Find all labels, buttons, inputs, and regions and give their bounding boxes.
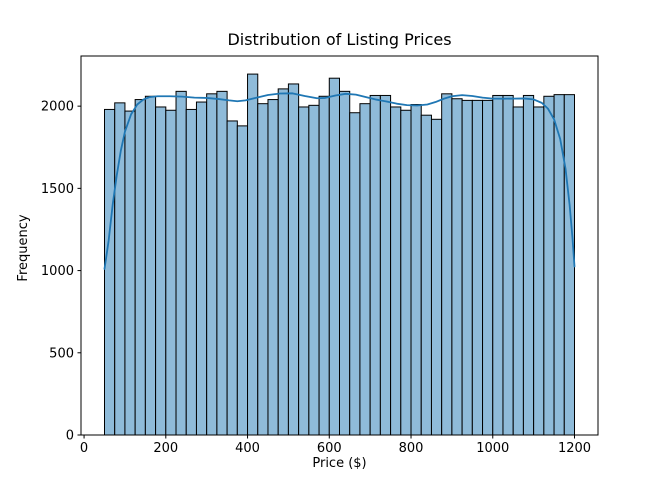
histogram-bar: [502, 94, 514, 436]
tick-labels: 0 200 400 600 800 1000 1200 0 500 1000 1500 2000: [41, 100, 591, 456]
histogram-bar: [533, 106, 545, 436]
histogram-bar: [144, 95, 157, 436]
x-tick-label: 600: [317, 441, 342, 456]
axes-layer: [77, 55, 599, 439]
histogram-bar: [318, 95, 330, 436]
histogram-bar: [134, 99, 146, 436]
histogram-bar: [379, 94, 392, 436]
histogram-bar: [492, 94, 504, 436]
histogram-bar: [400, 109, 412, 436]
histogram-bar: [410, 104, 422, 436]
histogram-bar: [206, 93, 218, 436]
histogram-bar: [451, 98, 463, 436]
histogram-bar: [277, 88, 289, 436]
histogram-bar: [175, 90, 187, 436]
x-tick-label: 0: [80, 441, 88, 456]
histogram-bar: [553, 94, 565, 436]
histogram-bar: [482, 99, 494, 436]
x-tick-label: 200: [153, 441, 178, 456]
histogram-bar: [512, 106, 524, 436]
histogram-bars: [104, 73, 576, 436]
y-tick-label: 500: [49, 346, 74, 361]
histogram-bar: [390, 106, 402, 436]
histogram-bar: [522, 94, 535, 436]
histogram-bar: [185, 108, 197, 436]
y-tick-label: 1000: [41, 264, 74, 279]
kde-line-layer: [103, 92, 576, 270]
histogram-bar: [369, 94, 381, 436]
histogram-bar: [563, 94, 576, 436]
y-tick-label: 0: [66, 429, 74, 444]
histogram-bar: [430, 118, 443, 436]
axes-spines: [80, 55, 599, 436]
histogram-bar: [339, 90, 351, 436]
histogram-bar: [165, 109, 177, 436]
histogram-bar: [124, 110, 136, 436]
histogram-bar: [543, 95, 555, 436]
x-tick-label: 1000: [476, 441, 509, 456]
x-tick-label: 400: [235, 441, 260, 456]
histogram-bar: [247, 73, 259, 436]
histogram-bar: [287, 83, 300, 436]
histogram-bar: [420, 114, 432, 436]
histogram-bar: [195, 101, 208, 436]
histogram-bar: [226, 120, 238, 436]
histogram-bar: [257, 103, 269, 436]
chart-title: Distribution of Listing Prices: [227, 30, 451, 49]
histogram-bar: [328, 77, 340, 436]
x-tick-label: 800: [399, 441, 424, 456]
y-axis-label: Frequency: [16, 214, 31, 281]
y-tick-label: 1500: [41, 182, 74, 197]
histogram-bar: [216, 90, 228, 436]
histogram-bar: [349, 112, 361, 436]
y-tick-label: 2000: [41, 100, 74, 115]
histogram-bar: [236, 125, 249, 436]
kde-line: [103, 92, 576, 270]
histogram-bar: [461, 99, 473, 436]
histogram-bar: [471, 99, 484, 436]
histogram-bar: [267, 99, 279, 436]
x-tick-label: 1200: [558, 441, 591, 456]
x-axis-label: Price ($): [312, 456, 366, 471]
histogram-bar: [359, 103, 371, 436]
histogram-bar: [441, 93, 453, 436]
histogram-bar: [298, 106, 310, 436]
histogram-bar: [308, 104, 320, 436]
histogram-bar: [155, 106, 167, 436]
histogram-bar: [104, 108, 116, 436]
